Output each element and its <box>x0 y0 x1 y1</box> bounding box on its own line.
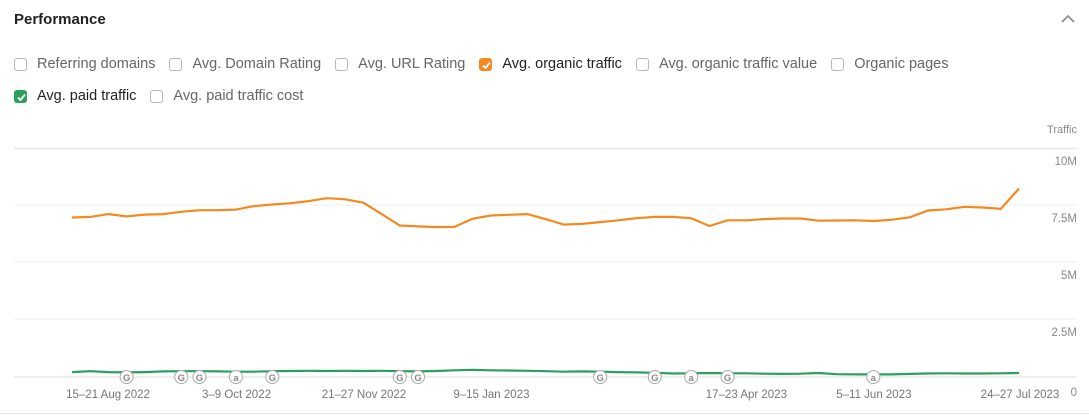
checkbox-icon[interactable] <box>635 57 649 71</box>
x-tick-label: 24–27 Jul 2023 <box>981 389 1060 401</box>
y-axis-label: Traffic <box>1047 124 1077 136</box>
google-update-icon[interactable]: G <box>265 370 280 384</box>
svg-text:G: G <box>269 373 276 384</box>
google-update-icon[interactable]: G <box>119 370 134 384</box>
google-update-icon[interactable]: G <box>411 370 426 384</box>
filter-label: Avg. Domain Rating <box>192 56 322 72</box>
filter-avg-organic-traffic-value[interactable]: Avg. organic traffic value <box>635 56 818 72</box>
svg-text:G: G <box>724 373 731 384</box>
filter-label: Referring domains <box>37 56 156 72</box>
svg-text:a: a <box>871 373 877 384</box>
filter-avg-domain-rating[interactable]: Avg. Domain Rating <box>169 56 321 72</box>
x-tick-label: 9–15 Jan 2023 <box>453 389 529 401</box>
checkbox-icon[interactable] <box>335 57 349 71</box>
y-tick-label: 0 <box>1071 387 1077 399</box>
y-tick-label: 5M <box>1061 270 1077 282</box>
filter-label: Organic pages <box>854 56 949 72</box>
chevron-up-icon[interactable] <box>1059 10 1077 28</box>
checkbox-icon[interactable] <box>169 57 183 71</box>
filter-referring-domains[interactable]: Referring domains <box>14 56 155 72</box>
google-update-icon[interactable]: G <box>720 370 735 384</box>
svg-text:G: G <box>596 373 603 384</box>
filter-label: Avg. URL Rating <box>358 56 466 72</box>
checkbox-icon[interactable] <box>831 57 845 71</box>
filter-label: Avg. paid traffic <box>37 88 137 104</box>
x-tick-label: 15–21 Aug 2022 <box>66 389 150 401</box>
filter-label: Avg. organic traffic <box>502 56 622 72</box>
filter-avg-organic-traffic[interactable]: Avg. organic traffic <box>479 56 622 72</box>
page-title: Performance <box>14 11 106 28</box>
checkbox-icon[interactable] <box>14 57 27 71</box>
checkbox-checked-icon[interactable] <box>14 89 27 103</box>
google-update-icon[interactable]: G <box>647 370 662 384</box>
svg-text:G: G <box>196 373 203 384</box>
filter-avg-url-rating[interactable]: Avg. URL Rating <box>335 56 465 72</box>
y-tick-label: 2.5M <box>1051 327 1077 339</box>
svg-text:G: G <box>414 373 421 384</box>
annotation-icon[interactable]: a <box>684 370 699 384</box>
y-tick-label: 10M <box>1055 156 1077 168</box>
svg-text:G: G <box>178 373 185 384</box>
svg-text:G: G <box>651 373 658 384</box>
y-tick-label: 7.5M <box>1051 213 1077 225</box>
metric-filters: Referring domains Avg. Domain Rating Avg. … <box>14 53 1074 117</box>
filter-label: Avg. organic traffic value <box>658 56 818 72</box>
svg-text:a: a <box>233 373 239 384</box>
google-update-icon[interactable]: G <box>174 370 189 384</box>
google-update-icon[interactable]: G <box>593 370 608 384</box>
svg-text:G: G <box>396 373 403 384</box>
x-tick-label: 21–27 Nov 2022 <box>322 389 406 401</box>
filter-avg-paid-traffic-cost[interactable]: Avg. paid traffic cost <box>150 88 303 104</box>
performance-header: Performance <box>0 0 1089 40</box>
x-tick-label: 3–9 Oct 2022 <box>202 389 271 401</box>
google-update-icon[interactable]: G <box>192 370 207 384</box>
google-update-icon[interactable]: G <box>392 370 407 384</box>
svg-text:a: a <box>689 373 695 384</box>
checkbox-icon[interactable] <box>150 89 164 103</box>
annotation-icon[interactable]: a <box>228 370 243 384</box>
series-line-avg-organic-traffic <box>71 187 1020 229</box>
divider <box>0 413 1089 414</box>
filter-avg-paid-traffic[interactable]: Avg. paid traffic <box>14 88 136 104</box>
checkbox-checked-icon[interactable] <box>479 57 493 71</box>
filter-organic-pages[interactable]: Organic pages <box>831 56 949 72</box>
annotation-icon[interactable]: a <box>866 370 881 384</box>
filter-label: Avg. paid traffic cost <box>173 88 304 104</box>
svg-text:G: G <box>123 373 130 384</box>
x-tick-label: 5–11 Jun 2023 <box>836 389 911 401</box>
x-tick-label: 17–23 Apr 2023 <box>706 389 787 401</box>
